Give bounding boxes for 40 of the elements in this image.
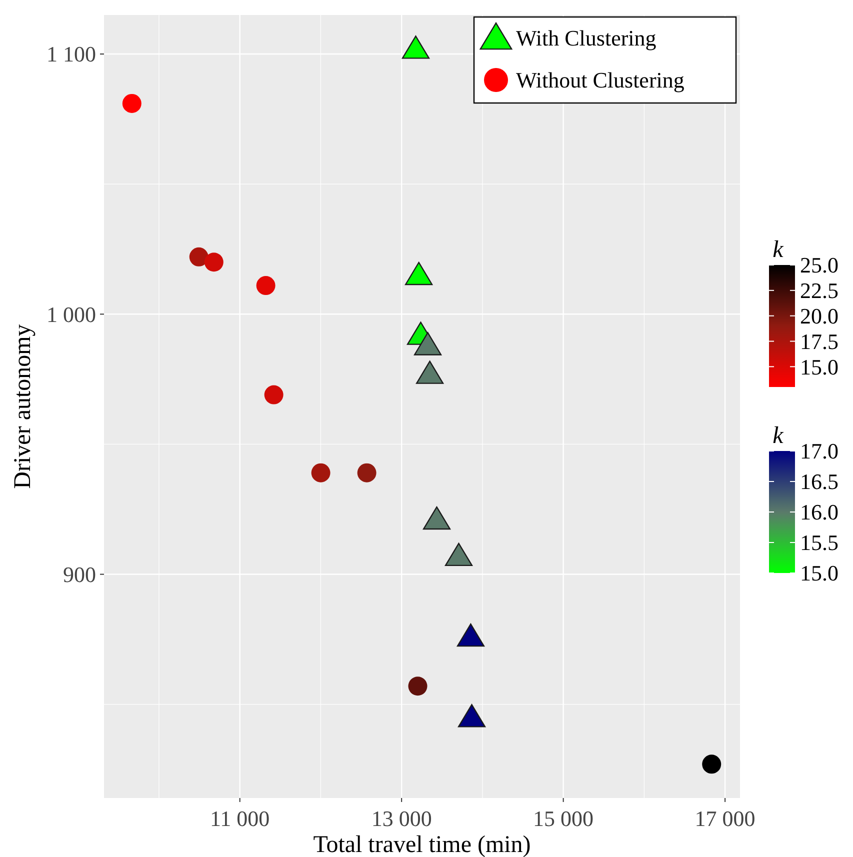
point (422, 506, 451, 530)
y-tick-label: 1 100 (46, 42, 96, 67)
color-bar-title: k (772, 237, 784, 263)
color-bar-label: 25.0 (800, 252, 838, 278)
point (458, 704, 486, 728)
legend-label: With Clustering (516, 26, 656, 51)
color-bar-label: 15.0 (800, 560, 838, 586)
point (264, 385, 284, 404)
point (405, 262, 433, 286)
color-bar-title: k (772, 423, 784, 449)
x-tick-label: 11 000 (210, 806, 270, 831)
point (416, 360, 444, 384)
point (122, 94, 142, 113)
point (408, 676, 428, 696)
x-tick-label: 15 000 (533, 806, 594, 831)
legend-label: Without Clustering (516, 68, 684, 93)
point (357, 463, 376, 482)
point (456, 623, 485, 647)
point (402, 36, 430, 59)
x-axis-title: Total travel time (min) (313, 832, 531, 857)
color-bar-label: 16.5 (800, 469, 838, 494)
point (311, 463, 330, 482)
color-bar-label: 15.5 (800, 530, 838, 556)
point (414, 332, 442, 356)
point (189, 247, 208, 266)
color-bar-label: 17.5 (800, 328, 838, 354)
y-tick-label: 900 (63, 562, 96, 587)
y-axis-title: Driver autonomy (10, 324, 36, 489)
point (444, 542, 473, 566)
x-tick-label: 17 000 (694, 806, 756, 831)
point (702, 754, 722, 774)
y-tick-label: 1 000 (46, 302, 96, 327)
color-bar-label: 15.0 (800, 354, 838, 380)
color-bar-label: 22.5 (800, 278, 838, 304)
color-bar-label: 20.0 (800, 304, 838, 329)
point (256, 276, 276, 296)
color-bar-label: 16.0 (800, 500, 838, 525)
color-bar-label: 17.0 (800, 438, 838, 464)
x-tick-label: 13 000 (371, 806, 432, 831)
point (204, 252, 224, 272)
